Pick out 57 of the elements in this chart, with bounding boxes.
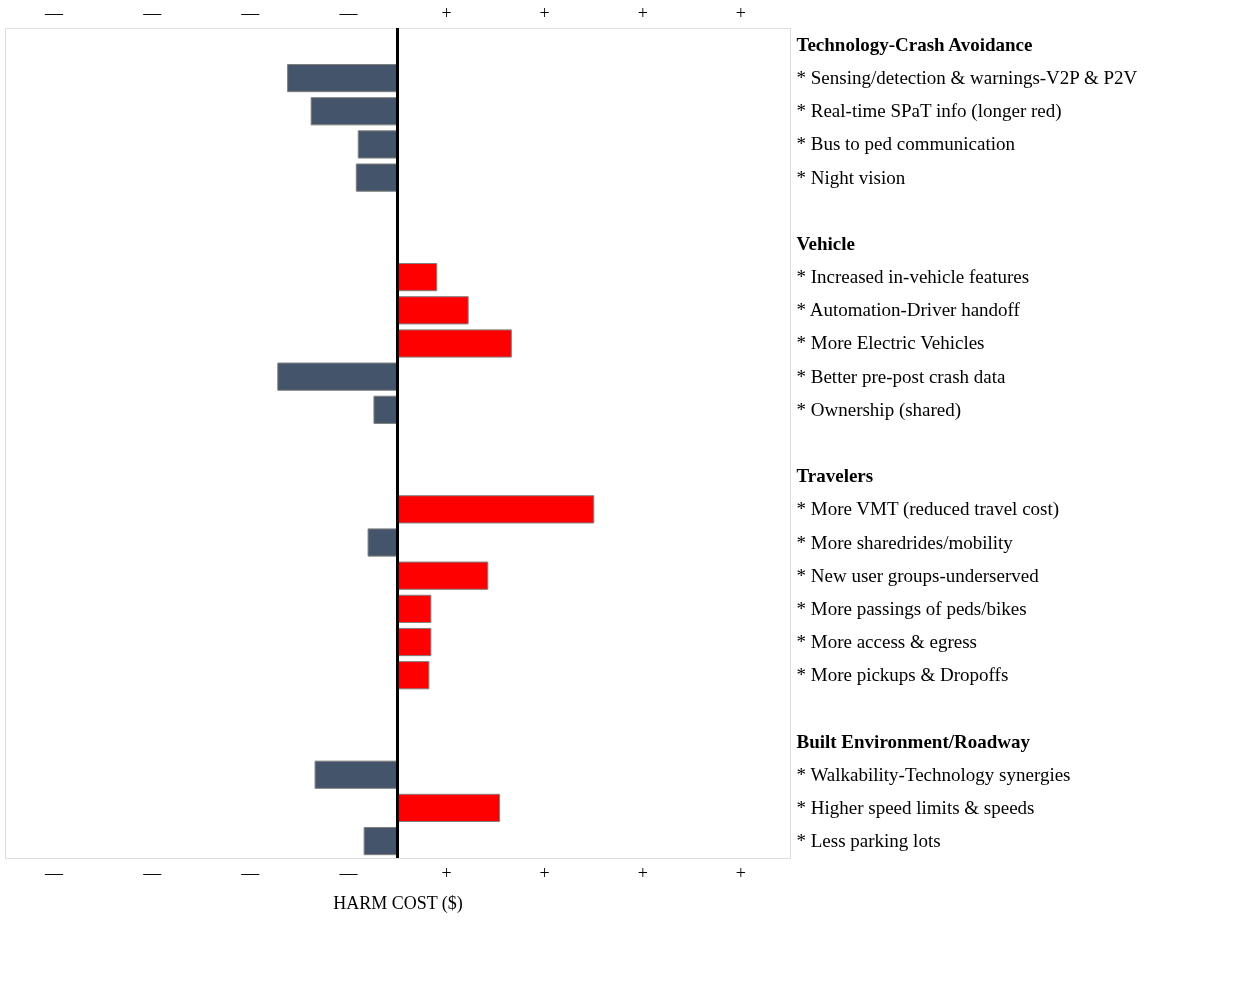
y-tick-label: * Bus to ped communication — [796, 133, 1016, 155]
y-tick-label: * More passings of peds/bikes — [796, 597, 1027, 619]
bar — [287, 63, 398, 93]
text: — — [338, 863, 359, 883]
text: + — [735, 863, 747, 883]
bar — [277, 362, 398, 391]
y-tick-label: * More pickups & Dropoffs — [796, 664, 1009, 686]
bar — [363, 826, 398, 856]
bar — [397, 495, 595, 524]
bar — [310, 97, 398, 126]
y-tick-label: * More Electric Vehicles — [796, 332, 985, 354]
bar — [357, 130, 398, 159]
bar — [397, 793, 501, 823]
y-tick-label: * Sensing/detection & warnings-V2P & P2V — [796, 67, 1138, 89]
bar — [314, 760, 398, 789]
text: — — [44, 863, 65, 883]
y-tick-label: * Increased in-vehicle features — [796, 266, 1030, 288]
text: + — [441, 3, 452, 23]
text: + — [441, 863, 452, 883]
x-axis-title: HARM COST ($) — [333, 892, 463, 914]
y-tick-label: * More access & egress — [796, 631, 977, 653]
text: + — [637, 863, 648, 883]
y-tick-label: Travelers — [796, 465, 874, 487]
y-tick-label: Vehicle — [796, 232, 855, 254]
y-tick-label: * Real-time SPaT info (longer red) — [796, 100, 1062, 123]
bar — [397, 329, 512, 358]
bar — [397, 661, 430, 690]
y-tick-label: * Automation-Driver handoff — [796, 299, 1021, 321]
text: — — [142, 3, 163, 23]
y-tick-label: * More sharedrides/mobility — [796, 531, 1014, 553]
bar — [397, 594, 432, 623]
bar — [397, 627, 432, 657]
y-tick-label: Built Environment/Roadway — [796, 730, 1031, 752]
text: + — [539, 3, 550, 23]
text: — — [338, 3, 359, 23]
text: + — [637, 3, 648, 23]
y-tick-label: Technology-Crash Avoidance — [796, 33, 1033, 55]
y-tick-label: * Walkability-Technology synergies — [796, 763, 1071, 785]
y-tick-label: * Ownership (shared) — [796, 398, 962, 421]
y-tick-label: * Better pre-post crash data — [796, 365, 1006, 387]
text: + — [539, 863, 550, 883]
bar — [373, 395, 398, 424]
bar — [397, 296, 469, 325]
text: + — [735, 3, 747, 23]
text: — — [240, 863, 261, 883]
y-tick-label: * Less parking lots — [796, 830, 941, 852]
bar — [397, 561, 489, 590]
text: — — [240, 3, 261, 23]
y-tick-label: * New user groups-underserved — [796, 564, 1040, 586]
bar — [397, 263, 438, 292]
bar — [355, 163, 398, 192]
text: — — [142, 863, 163, 883]
y-tick-label: * Night vision — [796, 166, 906, 188]
bar — [367, 528, 398, 557]
text: — — [44, 3, 65, 23]
y-tick-label: * More VMT (reduced travel cost) — [796, 498, 1060, 521]
y-tick-label: * Higher speed limits & speeds — [796, 796, 1035, 818]
